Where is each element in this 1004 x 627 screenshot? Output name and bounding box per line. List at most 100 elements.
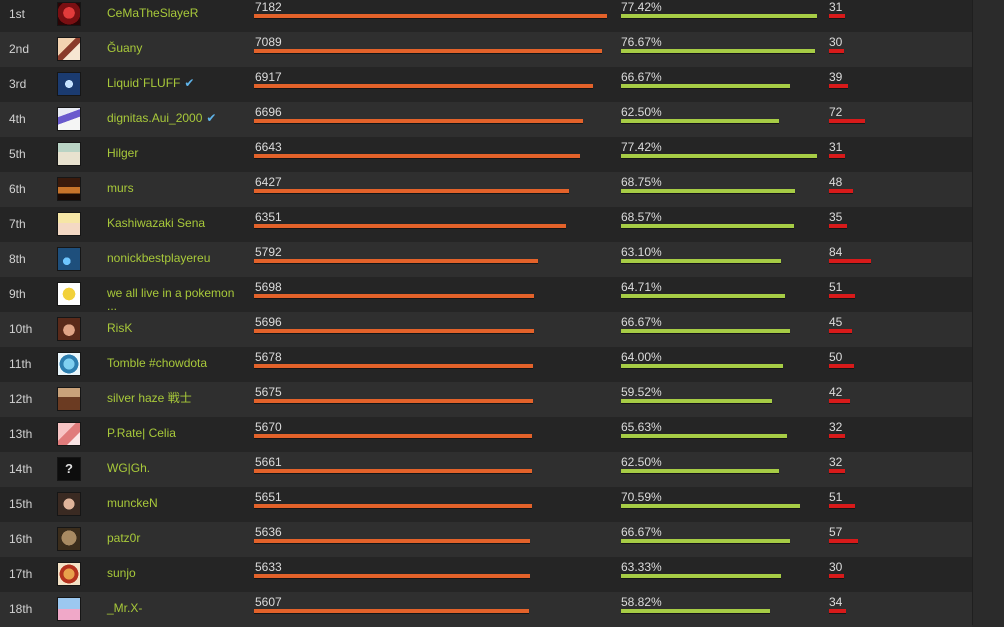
rank-label: 16th	[9, 532, 33, 546]
frog-avatar[interactable]	[57, 352, 81, 376]
mmr-value: 5678	[255, 350, 282, 364]
table-row[interactable]: 16th patz0r 5636 66.67% 57	[0, 522, 972, 557]
rank-label: 17th	[9, 567, 33, 581]
player-name-text[interactable]: Hilger	[107, 146, 139, 160]
table-row[interactable]: 3rd Liquid`FLUFF ✔ 6917 66.67% 39	[0, 67, 972, 102]
player-name-link[interactable]: murs	[107, 182, 247, 195]
mmr-value: 6351	[255, 210, 282, 224]
mmr-value: 5698	[255, 280, 282, 294]
blonde-anime-avatar[interactable]	[57, 212, 81, 236]
mmr-bar	[254, 504, 532, 508]
player-name-text[interactable]: RisK	[107, 321, 133, 335]
games-value: 32	[829, 420, 843, 434]
win-rate-bar	[621, 399, 772, 403]
mmr-value: 5675	[255, 385, 282, 399]
player-name-text[interactable]: Ğuany	[107, 41, 143, 55]
player-name-text[interactable]: we all live in a pokemon ...	[107, 286, 235, 313]
mmr-value: 5633	[255, 560, 282, 574]
table-row[interactable]: 9th we all live in a pokemon ... 5698 64.71…	[0, 277, 972, 313]
table-row[interactable]: 15th munckeN 5651 70.59% 51	[0, 487, 972, 522]
player-name-link[interactable]: _Mr.X-	[107, 602, 247, 615]
rank-label: 2nd	[9, 42, 30, 56]
player-name-text[interactable]: _Mr.X-	[107, 601, 143, 615]
player-name-link[interactable]: WG|Gh.	[107, 462, 247, 475]
table-row[interactable]: 5th Hilger 6643 77.42% 31	[0, 137, 972, 172]
mmr-bar	[254, 364, 533, 368]
red-demon-avatar[interactable]	[57, 2, 81, 26]
player-name-text[interactable]: CeMaTheSlayeR	[107, 6, 199, 20]
player-name-link[interactable]: silver haze 戦士	[107, 392, 247, 405]
team-liquid-avatar[interactable]	[57, 72, 81, 96]
mmr-bar	[254, 469, 532, 473]
player-name-text[interactable]: silver haze 戦士	[107, 391, 192, 405]
rank-label: 4th	[9, 112, 26, 126]
player-name-link[interactable]: dignitas.Aui_2000 ✔	[107, 112, 247, 125]
games-bar	[829, 399, 850, 403]
player-name-link[interactable]: we all live in a pokemon ...	[107, 287, 247, 313]
gold-coin-avatar[interactable]	[57, 282, 81, 306]
mmr-value: 5696	[255, 315, 282, 329]
scrollbar-track[interactable]	[972, 0, 1004, 625]
pizza-avatar[interactable]	[57, 562, 81, 586]
player-name-text[interactable]: patz0r	[107, 531, 141, 545]
player-name-link[interactable]: RisK	[107, 322, 247, 335]
table-row[interactable]: 2nd Ğuany 7089 76.67% 30	[0, 32, 972, 67]
table-row[interactable]: 11th Tomble #chowdota 5678 64.00% 50	[0, 347, 972, 382]
player-name-text[interactable]: WG|Gh.	[107, 461, 151, 475]
win-rate-bar	[621, 119, 779, 123]
table-row[interactable]: 12th silver haze 戦士 5675 59.52% 42	[0, 382, 972, 417]
games-bar	[829, 49, 844, 53]
anime-girl-avatar[interactable]	[57, 37, 81, 61]
anime-group-avatar[interactable]	[57, 107, 81, 131]
games-bar	[829, 609, 846, 613]
table-row[interactable]: 6th murs 6427 68.75% 48	[0, 172, 972, 207]
player-name-link[interactable]: Kashiwazaki Sena	[107, 217, 247, 230]
win-rate-value: 77.42%	[621, 140, 662, 154]
games-value: 48	[829, 175, 843, 189]
player-name-link[interactable]: Liquid`FLUFF ✔	[107, 77, 247, 90]
table-row[interactable]: 13th P.Rate| Celia 5670 65.63% 32	[0, 417, 972, 452]
player-name-link[interactable]: Hilger	[107, 147, 247, 160]
player-name-link[interactable]: munckeN	[107, 497, 247, 510]
player-name-text[interactable]: sunjo	[107, 566, 136, 580]
games-value: 51	[829, 490, 843, 504]
table-row[interactable]: 8th nonickbestplayereu 5792 63.10% 84	[0, 242, 972, 277]
table-row[interactable]: 1st CeMaTheSlayeR 7182 77.42% 31	[0, 0, 972, 32]
table-row[interactable]: 4th dignitas.Aui_2000 ✔ 6696 62.50% 72	[0, 102, 972, 137]
pink-anime-avatar[interactable]	[57, 422, 81, 446]
player-name-text[interactable]: P.Rate| Celia	[107, 426, 176, 440]
portrait-woman-avatar[interactable]	[57, 317, 81, 341]
player-name-text[interactable]: murs	[107, 181, 134, 195]
player-name-link[interactable]: Ğuany	[107, 42, 247, 55]
table-row[interactable]: 7th Kashiwazaki Sena 6351 68.57% 35	[0, 207, 972, 242]
player-name-text[interactable]: munckeN	[107, 496, 158, 510]
player-name-text[interactable]: Tomble #chowdota	[107, 356, 208, 370]
table-row[interactable]: 14th? WG|Gh. 5661 62.50% 32	[0, 452, 972, 487]
player-name-link[interactable]: sunjo	[107, 567, 247, 580]
sky-avatar[interactable]	[57, 597, 81, 621]
table-row[interactable]: 10th RisK 5696 66.67% 45	[0, 312, 972, 347]
win-rate-bar	[621, 294, 785, 298]
table-row[interactable]: 17th sunjo 5633 63.33% 30	[0, 557, 972, 592]
games-value: 30	[829, 35, 843, 49]
mmr-value: 7182	[255, 0, 282, 14]
unknown-avatar[interactable]: ?	[57, 457, 81, 481]
food-avatar[interactable]	[57, 387, 81, 411]
player-name-link[interactable]: CeMaTheSlayeR	[107, 7, 247, 20]
anime-figure-avatar[interactable]	[57, 142, 81, 166]
mask-avatar[interactable]	[57, 527, 81, 551]
player-name-text[interactable]: Kashiwazaki Sena	[107, 216, 206, 230]
verified-check-icon: ✔	[184, 76, 195, 90]
dark-figure-avatar[interactable]	[57, 177, 81, 201]
blue-bird-avatar[interactable]	[57, 247, 81, 271]
player-name-link[interactable]: patz0r	[107, 532, 247, 545]
player-name-text[interactable]: dignitas.Aui_2000	[107, 111, 203, 125]
player-name-text[interactable]: Liquid`FLUFF	[107, 76, 181, 90]
mmr-bar	[254, 259, 538, 263]
player-name-text[interactable]: nonickbestplayereu	[107, 251, 211, 265]
player-name-link[interactable]: Tomble #chowdota	[107, 357, 247, 370]
player-name-link[interactable]: nonickbestplayereu	[107, 252, 247, 265]
player-name-link[interactable]: P.Rate| Celia	[107, 427, 247, 440]
table-row[interactable]: 18th _Mr.X- 5607 58.82% 34	[0, 592, 972, 627]
face-avatar[interactable]	[57, 492, 81, 516]
